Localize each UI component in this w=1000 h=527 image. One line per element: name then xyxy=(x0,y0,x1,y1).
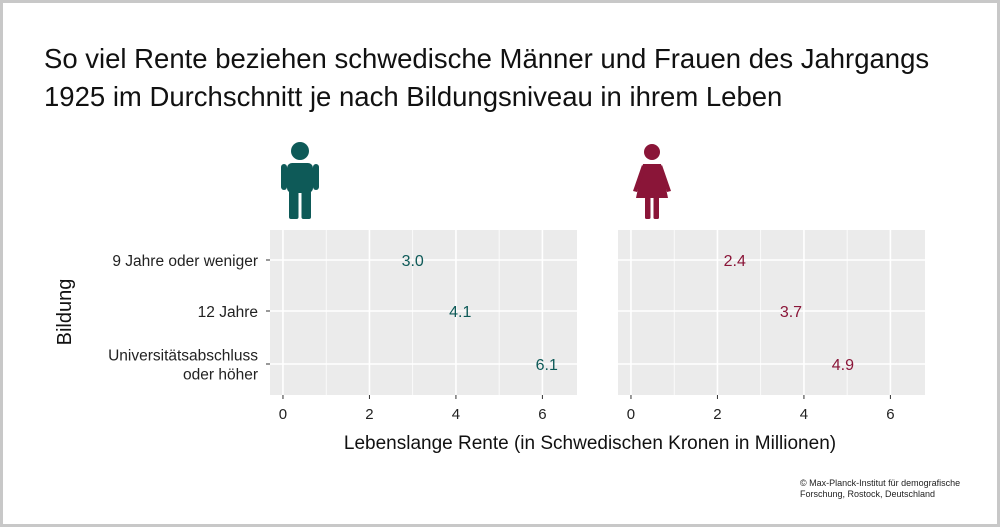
data-label: 2.4 xyxy=(724,253,746,270)
x-tick-label: 4 xyxy=(452,406,460,423)
y-axis-title: Bildung xyxy=(54,279,76,346)
x-tick-label: 6 xyxy=(886,406,894,423)
woman-icon xyxy=(633,144,671,219)
x-tick-label: 2 xyxy=(713,406,721,423)
y-tick-label: 9 Jahre oder weniger xyxy=(112,253,258,270)
x-tick-label: 6 xyxy=(538,406,546,423)
y-tick-label: Universitätsabschluss xyxy=(108,348,258,365)
panel-background-2 xyxy=(618,230,925,395)
panel-background-1 xyxy=(270,230,577,395)
x-tick-label: 0 xyxy=(279,406,287,423)
data-label: 3.0 xyxy=(402,253,424,270)
x-tick-label: 0 xyxy=(627,406,635,423)
x-tick-label: 2 xyxy=(365,406,373,423)
data-label: 4.9 xyxy=(832,357,854,374)
data-label: 3.7 xyxy=(780,304,802,321)
credit-note: © Max-Planck-Institut für demografische … xyxy=(800,478,990,500)
man-icon xyxy=(281,142,319,219)
y-tick-label: 12 Jahre xyxy=(198,304,258,321)
data-label: 4.1 xyxy=(449,304,471,321)
y-tick-label: oder höher xyxy=(183,367,258,384)
credit-line-1: © Max-Planck-Institut für demografische xyxy=(800,478,961,488)
chart-title: So viel Rente beziehen schwedische Männe… xyxy=(44,43,930,112)
x-tick-label: 4 xyxy=(800,406,808,423)
data-label: 6.1 xyxy=(536,357,558,374)
credit-line-2: Forschung, Rostock, Deutschland xyxy=(800,489,936,499)
x-axis-title: Lebenslange Rente (in Schwedischen Krone… xyxy=(344,433,836,454)
